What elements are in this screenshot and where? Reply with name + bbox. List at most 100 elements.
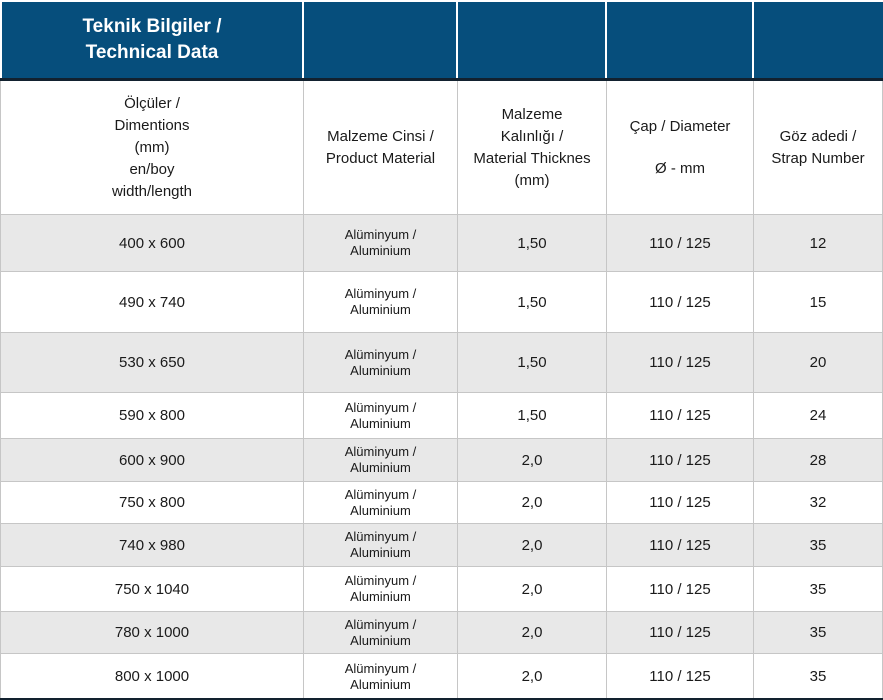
material-cell: Alüminyum / Aluminium bbox=[304, 567, 458, 612]
diameter-value: 110 / 125 bbox=[649, 234, 711, 252]
dimensions-value: 750 x 800 bbox=[119, 494, 185, 511]
strap-cell: 35 bbox=[754, 612, 883, 654]
material-line1: Alüminyum / bbox=[344, 660, 417, 676]
column-header-thickness: Malzeme Kalınlığı / Material Thicknes (m… bbox=[458, 81, 607, 215]
material-line2: Aluminium bbox=[350, 589, 411, 604]
strap-value: 24 bbox=[809, 407, 827, 424]
header-line: Malzeme Cinsi / bbox=[327, 127, 434, 145]
thickness-value: 1,50 bbox=[517, 354, 547, 371]
diameter-cell: 110 / 125 bbox=[607, 612, 754, 654]
material-line2: Aluminium bbox=[350, 243, 411, 258]
thickness-cell: 2,0 bbox=[458, 482, 607, 524]
header-line: Malzeme bbox=[501, 105, 563, 123]
material-line1: Alüminyum / bbox=[344, 346, 417, 362]
header-line: Göz adedi / bbox=[779, 127, 857, 145]
thickness-value: 1,50 bbox=[517, 293, 547, 311]
thickness-cell: 2,0 bbox=[458, 524, 607, 567]
dimensions-cell: 400 x 600 bbox=[0, 215, 304, 272]
header-line: Kalınlığı / bbox=[500, 127, 564, 145]
thickness-value: 2,0 bbox=[521, 624, 543, 641]
dimensions-value: 780 x 1000 bbox=[114, 624, 190, 641]
diameter-value: 110 / 125 bbox=[649, 407, 711, 424]
banner-segment bbox=[458, 2, 607, 78]
diameter-value: 110 / 125 bbox=[649, 293, 711, 311]
table-row: 400 x 600 Alüminyum / Aluminium 1,50 110 … bbox=[0, 215, 883, 272]
diameter-cell: 110 / 125 bbox=[607, 654, 754, 698]
strap-cell: 28 bbox=[754, 439, 883, 482]
header-line: width/length bbox=[111, 182, 193, 200]
diameter-cell: 110 / 125 bbox=[607, 393, 754, 439]
thickness-cell: 1,50 bbox=[458, 215, 607, 272]
thickness-value: 1,50 bbox=[517, 407, 547, 424]
material-cell: Alüminyum / Aluminium bbox=[304, 524, 458, 567]
dimensions-cell: 750 x 800 bbox=[0, 482, 304, 524]
table-row: 750 x 1040 Alüminyum / Aluminium 2,0 110 … bbox=[0, 567, 883, 612]
material-line2: Aluminium bbox=[350, 545, 411, 560]
material-cell: Alüminyum / Aluminium bbox=[304, 439, 458, 482]
strap-value: 15 bbox=[809, 293, 827, 311]
dimensions-cell: 530 x 650 bbox=[0, 333, 304, 393]
dimensions-cell: 780 x 1000 bbox=[0, 612, 304, 654]
diameter-cell: 110 / 125 bbox=[607, 524, 754, 567]
table-row: 740 x 980 Alüminyum / Aluminium 2,0 110 /… bbox=[0, 524, 883, 567]
header-line: (mm) bbox=[134, 138, 170, 156]
thickness-cell: 1,50 bbox=[458, 393, 607, 439]
thickness-value: 2,0 bbox=[521, 494, 543, 511]
thickness-value: 1,50 bbox=[517, 234, 547, 252]
material-line2: Aluminium bbox=[350, 415, 411, 431]
strap-cell: 15 bbox=[754, 272, 883, 333]
diameter-cell: 110 / 125 bbox=[607, 439, 754, 482]
dimensions-cell: 740 x 980 bbox=[0, 524, 304, 567]
diameter-value: 110 / 125 bbox=[649, 624, 711, 641]
header-line: (mm) bbox=[514, 171, 550, 189]
material-cell: Alüminyum / Aluminium bbox=[304, 393, 458, 439]
material-line2: Aluminium bbox=[350, 362, 411, 378]
material-cell: Alüminyum / Aluminium bbox=[304, 333, 458, 393]
dimensions-cell: 590 x 800 bbox=[0, 393, 304, 439]
table-row: 800 x 1000 Alüminyum / Aluminium 2,0 110 … bbox=[0, 654, 883, 698]
diameter-cell: 110 / 125 bbox=[607, 482, 754, 524]
dimensions-value: 400 x 600 bbox=[119, 234, 185, 252]
header-line: Strap Number bbox=[771, 149, 865, 167]
dimensions-cell: 600 x 900 bbox=[0, 439, 304, 482]
diameter-value: 110 / 125 bbox=[649, 494, 711, 511]
strap-cell: 20 bbox=[754, 333, 883, 393]
material-line2: Aluminium bbox=[350, 632, 411, 648]
header-line: Dimentions bbox=[114, 116, 190, 134]
banner-title-line2: Technical Data bbox=[85, 42, 219, 63]
diameter-value: 110 / 125 bbox=[649, 580, 711, 598]
banner-title-line1: Teknik Bilgiler / bbox=[82, 16, 222, 37]
material-line1: Alüminyum / bbox=[344, 573, 417, 588]
thickness-value: 2,0 bbox=[521, 536, 543, 554]
strap-value: 35 bbox=[809, 536, 827, 554]
table-row: 590 x 800 Alüminyum / Aluminium 1,50 110 … bbox=[0, 393, 883, 439]
strap-value: 35 bbox=[809, 668, 827, 685]
strap-cell: 12 bbox=[754, 215, 883, 272]
material-line1: Alüminyum / bbox=[344, 286, 417, 301]
material-cell: Alüminyum / Aluminium bbox=[304, 272, 458, 333]
diameter-cell: 110 / 125 bbox=[607, 215, 754, 272]
strap-value: 28 bbox=[809, 451, 827, 469]
strap-cell: 35 bbox=[754, 524, 883, 567]
table-row: 780 x 1000 Alüminyum / Aluminium 2,0 110 … bbox=[0, 612, 883, 654]
column-header-material: Malzeme Cinsi / Product Material bbox=[304, 81, 458, 215]
dimensions-cell: 750 x 1040 bbox=[0, 567, 304, 612]
strap-value: 35 bbox=[809, 580, 827, 598]
dimensions-value: 800 x 1000 bbox=[114, 668, 190, 685]
dimensions-cell: 490 x 740 bbox=[0, 272, 304, 333]
thickness-cell: 2,0 bbox=[458, 654, 607, 698]
diameter-value: 110 / 125 bbox=[649, 354, 711, 371]
material-line1: Alüminyum / bbox=[344, 616, 417, 632]
material-line1: Alüminyum / bbox=[344, 529, 417, 544]
diameter-cell: 110 / 125 bbox=[607, 333, 754, 393]
strap-value: 35 bbox=[809, 624, 827, 641]
material-line1: Alüminyum / bbox=[344, 227, 417, 242]
strap-cell: 35 bbox=[754, 567, 883, 612]
thickness-cell: 1,50 bbox=[458, 333, 607, 393]
header-line: en/boy bbox=[129, 160, 175, 178]
table-row: 750 x 800 Alüminyum / Aluminium 2,0 110 /… bbox=[0, 482, 883, 524]
column-header-row: Ölçüler / Dimentions (mm) en/boy width/l… bbox=[0, 81, 883, 215]
dimensions-value: 740 x 980 bbox=[119, 536, 185, 554]
table-row: 600 x 900 Alüminyum / Aluminium 2,0 110 /… bbox=[0, 439, 883, 482]
